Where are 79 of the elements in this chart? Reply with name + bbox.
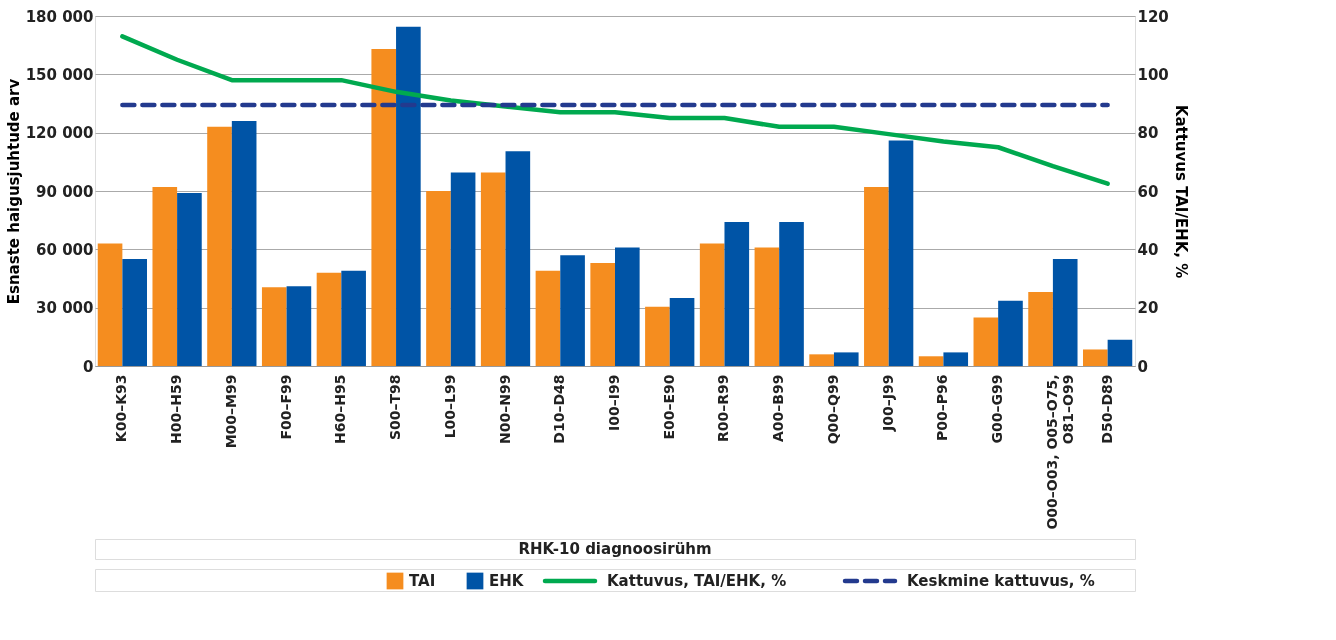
bar	[450, 172, 476, 366]
bar	[590, 262, 615, 366]
x-tick-label: K00–K93	[113, 374, 130, 443]
bar	[1083, 349, 1108, 366]
x-tick-label: G00–G99	[989, 374, 1006, 444]
x-tick-label: M00–M99	[222, 374, 239, 449]
bar	[207, 126, 232, 366]
y2-tick-label: 0	[1137, 357, 1148, 376]
y-axis-title: Esnaste haigusjuhtude arv	[4, 78, 23, 305]
bar	[669, 297, 695, 366]
x-tick-label: L00–L99	[441, 374, 458, 439]
x-tick-label: F00–F99	[277, 374, 294, 440]
bar	[918, 356, 944, 366]
bar	[943, 352, 969, 366]
y2-tick-label: 80	[1137, 124, 1159, 143]
x-tick-label: P00–P96	[934, 374, 951, 441]
bar	[560, 255, 585, 366]
bar	[426, 191, 451, 366]
x-tick-label: A00–B99	[770, 374, 787, 442]
bar	[1028, 292, 1053, 366]
bar	[809, 354, 834, 366]
bar	[1052, 259, 1078, 366]
bar	[152, 187, 178, 366]
y-tick-label: 180 000	[25, 7, 94, 26]
x-tick-label: I00–I99	[606, 374, 622, 431]
legend-label: EHK	[489, 572, 525, 590]
y2-tick-label: 120	[1137, 7, 1169, 26]
bar	[645, 306, 670, 366]
y-tick-label: 0	[83, 357, 94, 376]
bar	[779, 222, 804, 366]
y2-axis-title: Kattuvus TAI/EHK, %	[1171, 104, 1190, 279]
x-tick-label: O00–O03, O05–O75, O81–O99	[1043, 374, 1076, 530]
bar	[973, 317, 999, 366]
x-tick-label: E00–E90	[660, 374, 677, 440]
x-tick-label: Q00–Q99	[824, 374, 841, 445]
bar	[396, 26, 421, 366]
bar	[371, 49, 397, 366]
x-tick-label: R00–R99	[715, 374, 732, 443]
x-tick-label: J00–J99	[879, 374, 896, 432]
bar	[122, 259, 147, 366]
bar	[998, 300, 1023, 366]
bar	[699, 243, 725, 366]
legend-label: Keskmine kattuvus, %	[907, 572, 1095, 590]
x-tick-label: D10–D48	[551, 374, 568, 444]
bar	[177, 192, 202, 366]
x-tick-label: H60–H95	[332, 374, 349, 444]
bar	[286, 286, 312, 366]
bar	[535, 270, 561, 366]
bar	[341, 270, 366, 366]
bar	[888, 140, 914, 366]
bar	[615, 247, 640, 366]
legend-label: Kattuvus, TAI/EHK, %	[607, 572, 787, 590]
bar	[833, 352, 859, 366]
bar	[316, 272, 342, 366]
line-series	[120, 34, 1110, 186]
bar	[754, 247, 780, 366]
legend-label: TAI	[409, 572, 436, 590]
x-tick-label: N00–N99	[496, 374, 513, 444]
bar	[724, 222, 750, 366]
y-tick-label: 150 000	[25, 65, 94, 84]
bar	[97, 243, 123, 366]
y-tick-label: 90 000	[36, 182, 94, 201]
y2-tick-label: 100	[1137, 65, 1169, 84]
bar	[864, 187, 889, 366]
bar	[480, 172, 506, 366]
bar	[505, 151, 531, 366]
y2-tick-label: 20	[1137, 299, 1159, 318]
bar	[231, 121, 257, 366]
x-axis-title: RHK-10 diagnoosirühm	[518, 540, 712, 558]
y-tick-label: 30 000	[36, 299, 94, 318]
y-tick-label: 120 000	[25, 124, 94, 143]
x-tick-label: D50–D89	[1098, 374, 1115, 444]
bar	[1107, 339, 1133, 366]
y2-tick-label: 60	[1137, 182, 1159, 201]
y-tick-label: 60 000	[36, 240, 94, 259]
y2-tick-label: 40	[1137, 240, 1159, 259]
x-tick-label: H00–H59	[168, 374, 185, 444]
x-tick-label: S00–T98	[387, 374, 404, 441]
bar	[261, 287, 287, 366]
